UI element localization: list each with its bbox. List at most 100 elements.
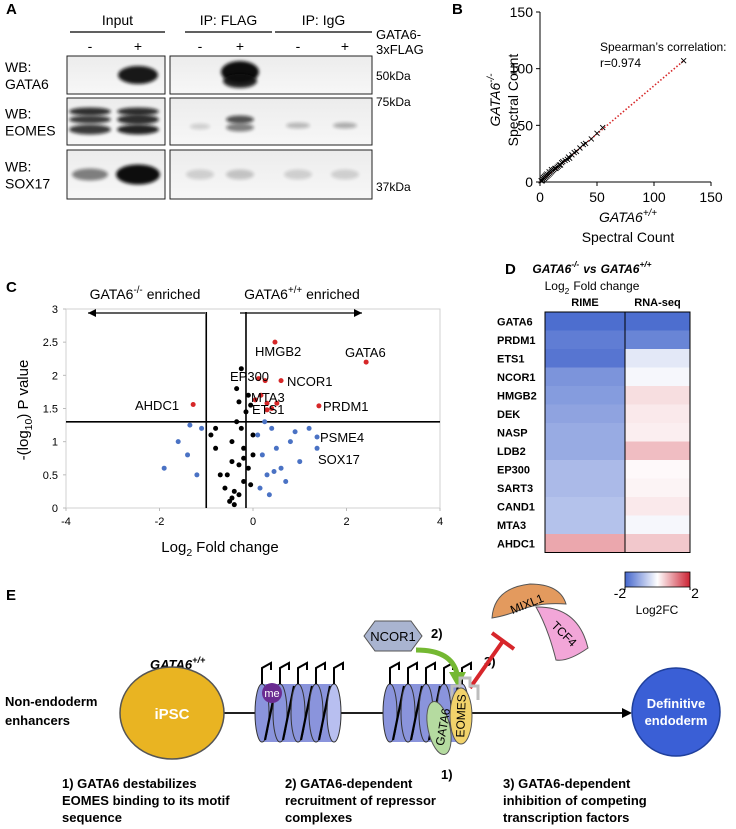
caption: 2) GATA6-dependent xyxy=(285,776,413,791)
blot-frame xyxy=(169,55,373,95)
enrichment-label: GATA6-/- enriched xyxy=(90,285,201,302)
x-axis-label: Spectral Count xyxy=(582,229,675,245)
y-tick-label: 0.5 xyxy=(43,470,58,482)
blot-band xyxy=(284,169,312,180)
enrichment-label-part: +/+ xyxy=(288,285,302,296)
row-label: WB: xyxy=(5,106,31,122)
row-label: WB: xyxy=(5,159,31,175)
region-label: enhancers xyxy=(5,713,70,728)
caption: 3) GATA6-dependent xyxy=(503,776,631,791)
row-label: AHDC1 xyxy=(497,538,535,550)
lane-sign: + xyxy=(236,38,244,54)
lane-sign: - xyxy=(296,38,301,54)
heatmap-title: GATA6-/- vs GATA6+/+ xyxy=(532,259,651,276)
point xyxy=(273,445,279,451)
endoderm-label: Definitive xyxy=(647,696,706,711)
blot-band xyxy=(69,115,111,124)
point xyxy=(271,469,277,475)
heatmap-title-part: GATA6 xyxy=(601,262,640,276)
point xyxy=(250,452,256,458)
point xyxy=(224,472,230,478)
y-tick-label: 1.5 xyxy=(43,404,58,416)
heatmap-cell xyxy=(625,460,690,479)
point xyxy=(208,432,214,438)
group-label: Input xyxy=(102,12,133,28)
point xyxy=(287,439,293,445)
endoderm-cell xyxy=(631,667,721,757)
x-axis-label-part: +/+ xyxy=(643,208,657,219)
point xyxy=(238,425,244,431)
size-label: 37kDa xyxy=(376,180,411,194)
x-axis-label: Log2 Fold change xyxy=(161,539,278,559)
labeled-point xyxy=(314,434,320,440)
blot-band xyxy=(117,124,159,135)
x-axis-label-part: Fold change xyxy=(196,539,279,556)
row-label: PRDM1 xyxy=(497,335,536,347)
ncor1-shape xyxy=(363,620,423,652)
heatmap-cell xyxy=(625,441,690,460)
point-label: MTA3 xyxy=(251,390,285,405)
point xyxy=(255,432,261,438)
point xyxy=(199,425,205,431)
row-label: SOX17 xyxy=(5,176,50,192)
colorbar xyxy=(624,571,691,588)
heatmap-cell xyxy=(625,312,690,331)
x-tick-label: 150 xyxy=(699,189,723,205)
heatmap-cell xyxy=(625,497,690,516)
row-label: MTA3 xyxy=(497,520,526,532)
labeled-point xyxy=(190,402,196,408)
point xyxy=(274,400,280,406)
region-label: Non-endoderm xyxy=(5,694,97,709)
inhibit-line xyxy=(468,639,505,690)
heatmap-cell xyxy=(625,367,690,386)
point-label: EP300 xyxy=(230,369,269,384)
row-label: GATA6 xyxy=(497,316,533,328)
point-label: PRDM1 xyxy=(323,399,369,414)
blot-band xyxy=(186,169,214,180)
point xyxy=(588,136,595,142)
point xyxy=(269,406,275,411)
point-label: GATA6 xyxy=(345,345,386,360)
caption: inhibition of competing xyxy=(503,793,647,808)
ncor1-label: NCOR1 xyxy=(370,629,416,644)
point xyxy=(234,386,240,392)
row-label: NASP xyxy=(497,427,528,439)
point-label: SOX17 xyxy=(318,452,360,467)
row-label: EOMES xyxy=(5,123,56,139)
x-tick-label: 50 xyxy=(589,189,605,205)
arrow-head xyxy=(354,309,362,317)
labeled-point xyxy=(316,403,322,409)
gata6-factor xyxy=(426,700,452,756)
x-tick-label: 100 xyxy=(642,189,666,205)
point xyxy=(245,392,251,398)
lane-sign: + xyxy=(134,38,142,54)
blot-band xyxy=(116,164,160,185)
x-tick-label: 4 xyxy=(437,516,443,528)
row-label: DEK xyxy=(497,409,520,421)
histone-tail xyxy=(279,661,290,684)
row-label: HMGB2 xyxy=(497,390,537,402)
point xyxy=(236,399,242,405)
point xyxy=(236,462,242,468)
point xyxy=(234,419,240,425)
y-axis-label-part: ) P value xyxy=(15,360,32,419)
point xyxy=(241,455,247,461)
step-label: 1) xyxy=(441,767,453,782)
heatmap-title-part: GATA6 xyxy=(532,262,571,276)
point xyxy=(582,140,589,147)
y-axis-label-part: 10 xyxy=(23,418,35,430)
point xyxy=(185,452,191,458)
panel-letter: E xyxy=(6,587,16,604)
heatmap-cell xyxy=(625,534,690,553)
heatmap-cell xyxy=(545,349,625,368)
y-tick-label: 2 xyxy=(52,370,58,382)
genotype-label-part: +/+ xyxy=(192,655,206,665)
recruit-arrow xyxy=(415,647,460,675)
point xyxy=(245,465,251,471)
y-tick-label: 100 xyxy=(510,61,534,77)
row-label: WB: xyxy=(5,59,31,75)
construct-label: GATA6- xyxy=(376,27,421,42)
y-tick-label: 2.5 xyxy=(43,337,58,349)
x-axis-label-part: Log xyxy=(161,539,186,556)
y-tick-label: 1 xyxy=(52,437,58,449)
